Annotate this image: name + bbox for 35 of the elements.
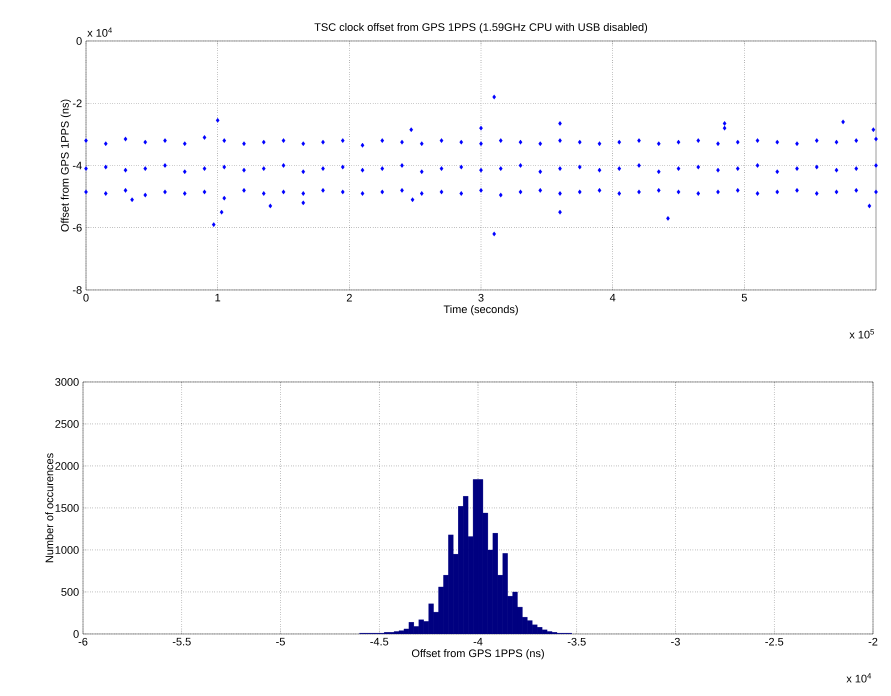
chart-title: TSC clock offset from GPS 1PPS (1.59GHz CPU with USB disabled)	[314, 22, 648, 34]
x-tick-label: -2.5	[765, 638, 784, 646]
y-tick-label: 1500	[56, 504, 79, 512]
x-tick-label: -3	[671, 638, 680, 646]
y-axis-title: Number of occurences	[45, 453, 54, 562]
x-tick-label: 4	[610, 294, 616, 302]
x-tick-label: -5	[276, 638, 285, 646]
x-tick-label: -4	[474, 638, 483, 646]
x-tick-label: 5	[742, 294, 747, 302]
x-axis-title: Time (seconds)	[444, 305, 518, 316]
y-tick-label: 2500	[55, 420, 79, 428]
x-tick-label: -6	[78, 638, 88, 646]
y-tick-label: 2000	[55, 462, 79, 470]
x-tick-label: 0	[83, 294, 89, 302]
text: x 10$^{4}$	[846, 673, 872, 683]
x-axis-title: Offset from GPS 1PPS (ns)	[412, 649, 544, 660]
x-tick-label: 3	[478, 294, 484, 302]
y-tick-label: -4	[72, 162, 82, 170]
y-tick-label: -6	[72, 224, 82, 232]
x-tick-label: -4.5	[370, 638, 388, 646]
y-tick-label: 0	[73, 630, 79, 638]
y-tick-label: -2	[72, 99, 82, 108]
y-axis-title: Offset from GPS 1PPS (ns)	[60, 100, 71, 232]
text: x 10$^{5}$	[849, 329, 874, 339]
x-tick-label: 2	[346, 294, 352, 302]
text: x 10$^{4}$	[87, 27, 112, 37]
y-tick-label: 0	[76, 37, 82, 45]
y-tick-label: 1000	[56, 546, 79, 554]
x-tick-label: -5.5	[172, 638, 191, 646]
x-tick-label: 1	[215, 294, 220, 302]
x-tick-label: -2	[868, 638, 878, 646]
y-tick-label: 3000	[55, 378, 79, 386]
y-tick-label: -8	[72, 286, 82, 294]
y-tick-label: 500	[61, 588, 79, 596]
x-tick-label: -3.5	[568, 638, 586, 646]
